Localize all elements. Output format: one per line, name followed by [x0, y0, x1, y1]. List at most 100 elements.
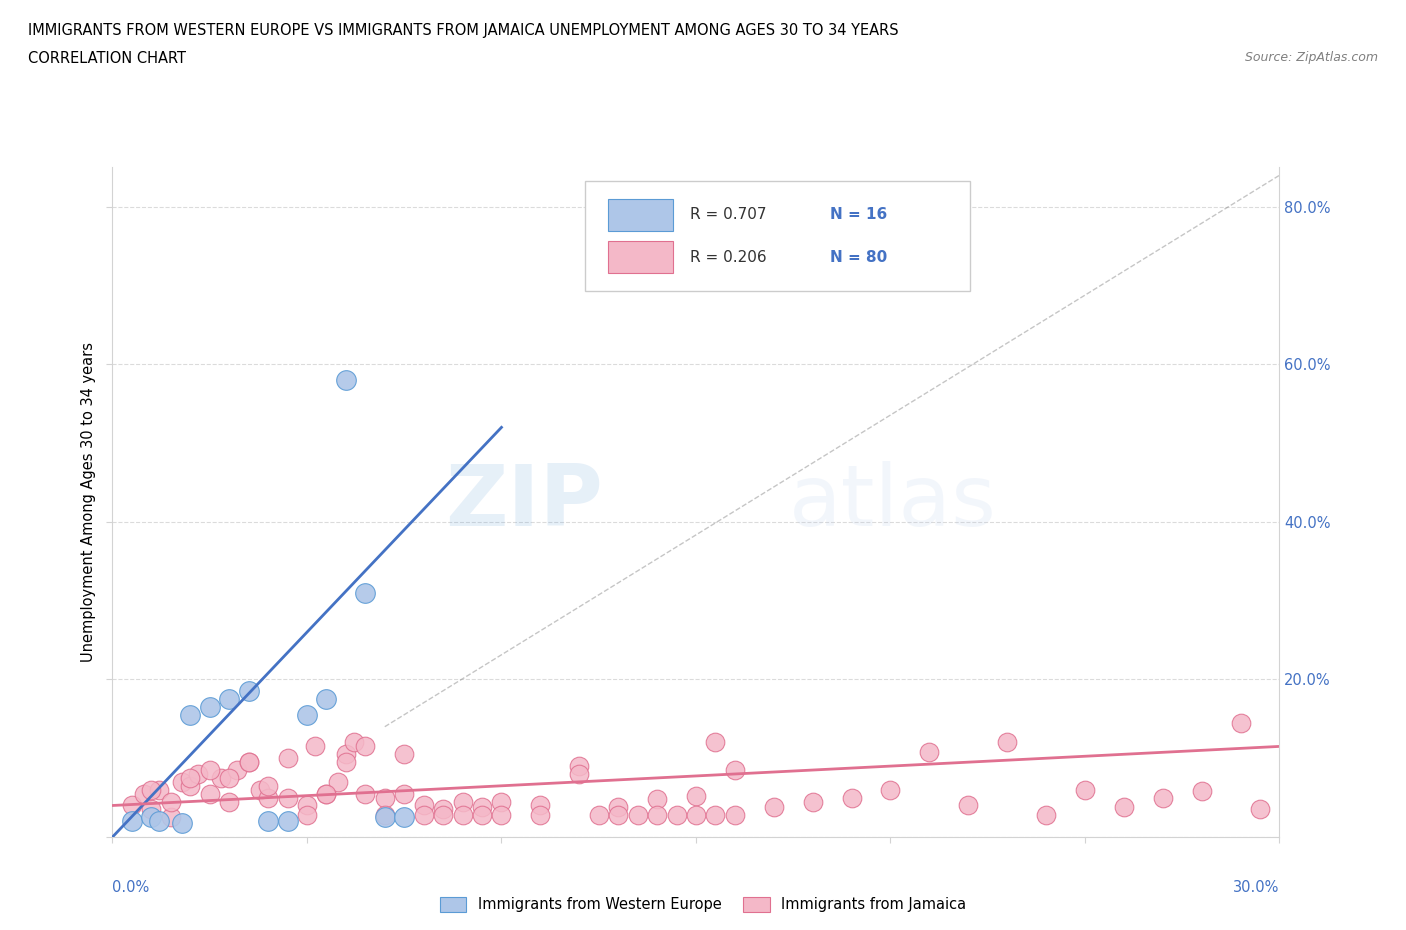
Point: [354, 585, 377, 600]
Point: [568, 759, 591, 774]
Text: 30.0%: 30.0%: [1233, 881, 1279, 896]
Point: [315, 786, 337, 801]
Point: [257, 814, 280, 829]
Point: [392, 747, 416, 762]
Point: [343, 735, 366, 750]
Point: [645, 807, 668, 822]
Point: [295, 798, 318, 813]
Text: N = 80: N = 80: [830, 249, 887, 265]
Point: [491, 807, 513, 822]
Point: [160, 794, 183, 809]
Text: R = 0.206: R = 0.206: [690, 249, 766, 265]
Point: [471, 800, 494, 815]
Point: [218, 692, 240, 707]
Point: [412, 798, 434, 813]
Point: [179, 778, 201, 793]
Point: [374, 810, 396, 825]
Point: [172, 816, 194, 830]
Point: [529, 807, 551, 822]
Point: [257, 778, 280, 793]
Point: [335, 373, 357, 388]
Point: [1035, 807, 1057, 822]
Point: [326, 775, 349, 790]
Point: [724, 807, 747, 822]
Point: [179, 708, 201, 723]
Point: [198, 763, 221, 777]
Point: [160, 810, 183, 825]
Point: [451, 794, 474, 809]
Point: [304, 739, 326, 754]
Legend: Immigrants from Western Europe, Immigrants from Jamaica: Immigrants from Western Europe, Immigran…: [434, 891, 972, 918]
Point: [412, 807, 434, 822]
Point: [491, 794, 513, 809]
Point: [315, 692, 337, 707]
Point: [315, 786, 337, 801]
Point: [335, 755, 357, 770]
Point: [187, 766, 209, 781]
Point: [198, 786, 221, 801]
Point: [627, 807, 650, 822]
Point: [762, 800, 785, 815]
FancyBboxPatch shape: [609, 241, 672, 273]
Point: [995, 735, 1018, 750]
Point: [209, 770, 232, 785]
Point: [276, 814, 298, 829]
Point: [238, 684, 260, 698]
Point: [704, 807, 727, 822]
Point: [1229, 715, 1251, 730]
Point: [148, 782, 170, 797]
Point: [141, 810, 163, 825]
Point: [141, 802, 163, 817]
Point: [172, 775, 194, 790]
Point: [1112, 800, 1135, 815]
Point: [179, 770, 201, 785]
Text: atlas: atlas: [789, 460, 997, 544]
Point: [218, 770, 240, 785]
FancyBboxPatch shape: [609, 199, 672, 231]
Point: [685, 807, 707, 822]
Point: [685, 789, 707, 804]
Point: [724, 763, 747, 777]
Point: [374, 790, 396, 805]
Text: R = 0.707: R = 0.707: [690, 207, 766, 222]
Point: [295, 708, 318, 723]
Point: [198, 699, 221, 714]
Point: [354, 786, 377, 801]
Point: [1074, 782, 1097, 797]
Point: [879, 782, 901, 797]
Point: [471, 807, 494, 822]
Point: [249, 782, 271, 797]
Point: [529, 798, 551, 813]
Point: [238, 755, 260, 770]
Point: [354, 739, 377, 754]
Point: [588, 807, 610, 822]
Point: [295, 807, 318, 822]
Point: [276, 790, 298, 805]
Point: [1249, 802, 1271, 817]
Point: [121, 798, 143, 813]
Point: [432, 802, 454, 817]
Point: [607, 800, 630, 815]
Point: [665, 807, 688, 822]
Text: ZIP: ZIP: [444, 460, 603, 544]
Text: N = 16: N = 16: [830, 207, 887, 222]
Text: IMMIGRANTS FROM WESTERN EUROPE VS IMMIGRANTS FROM JAMAICA UNEMPLOYMENT AMONG AGE: IMMIGRANTS FROM WESTERN EUROPE VS IMMIGR…: [28, 23, 898, 38]
Text: Source: ZipAtlas.com: Source: ZipAtlas.com: [1244, 51, 1378, 64]
Point: [1191, 784, 1213, 799]
FancyBboxPatch shape: [585, 180, 970, 291]
Point: [132, 786, 155, 801]
Point: [841, 790, 863, 805]
Point: [392, 786, 416, 801]
Point: [918, 745, 941, 760]
Point: [432, 807, 454, 822]
Point: [335, 747, 357, 762]
Text: 0.0%: 0.0%: [112, 881, 149, 896]
Point: [704, 735, 727, 750]
Point: [568, 766, 591, 781]
Point: [121, 814, 143, 829]
Text: CORRELATION CHART: CORRELATION CHART: [28, 51, 186, 66]
Point: [645, 791, 668, 806]
Point: [276, 751, 298, 765]
Point: [607, 807, 630, 822]
Point: [451, 807, 474, 822]
